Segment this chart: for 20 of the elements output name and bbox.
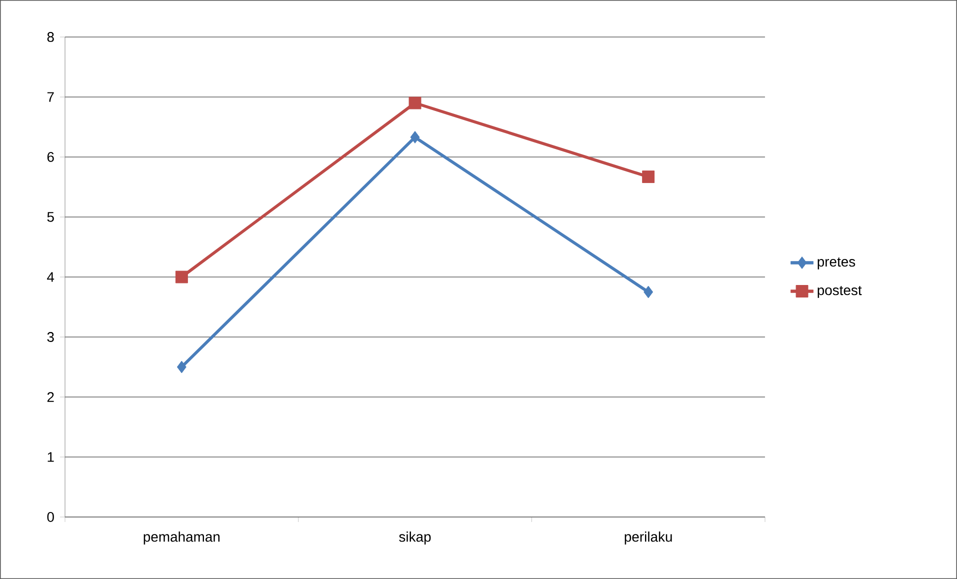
y-tick-label: 4 bbox=[47, 272, 54, 282]
point bbox=[642, 170, 655, 184]
point bbox=[408, 96, 422, 110]
y-tick-label: 1 bbox=[48, 452, 54, 462]
x-tick-label: pemahaman bbox=[144, 532, 220, 545]
point bbox=[175, 270, 188, 284]
legend-label: postest bbox=[818, 286, 862, 298]
y-tick-label: 2 bbox=[47, 392, 54, 402]
point bbox=[644, 286, 654, 298]
y-tick-label: 5 bbox=[47, 212, 54, 222]
y-tick-label: 3 bbox=[47, 332, 54, 342]
legend-label: pretes bbox=[818, 257, 856, 270]
y-tick-label: 8 bbox=[47, 32, 54, 42]
y-tick-label: 7 bbox=[47, 92, 54, 102]
y-tick-label: 6 bbox=[47, 152, 54, 162]
x-tick-label: perilaku bbox=[624, 532, 672, 545]
point bbox=[176, 360, 186, 374]
y-tick-label: 0 bbox=[47, 512, 54, 522]
x-tick-label: sikap bbox=[399, 532, 431, 545]
point bbox=[410, 130, 420, 144]
